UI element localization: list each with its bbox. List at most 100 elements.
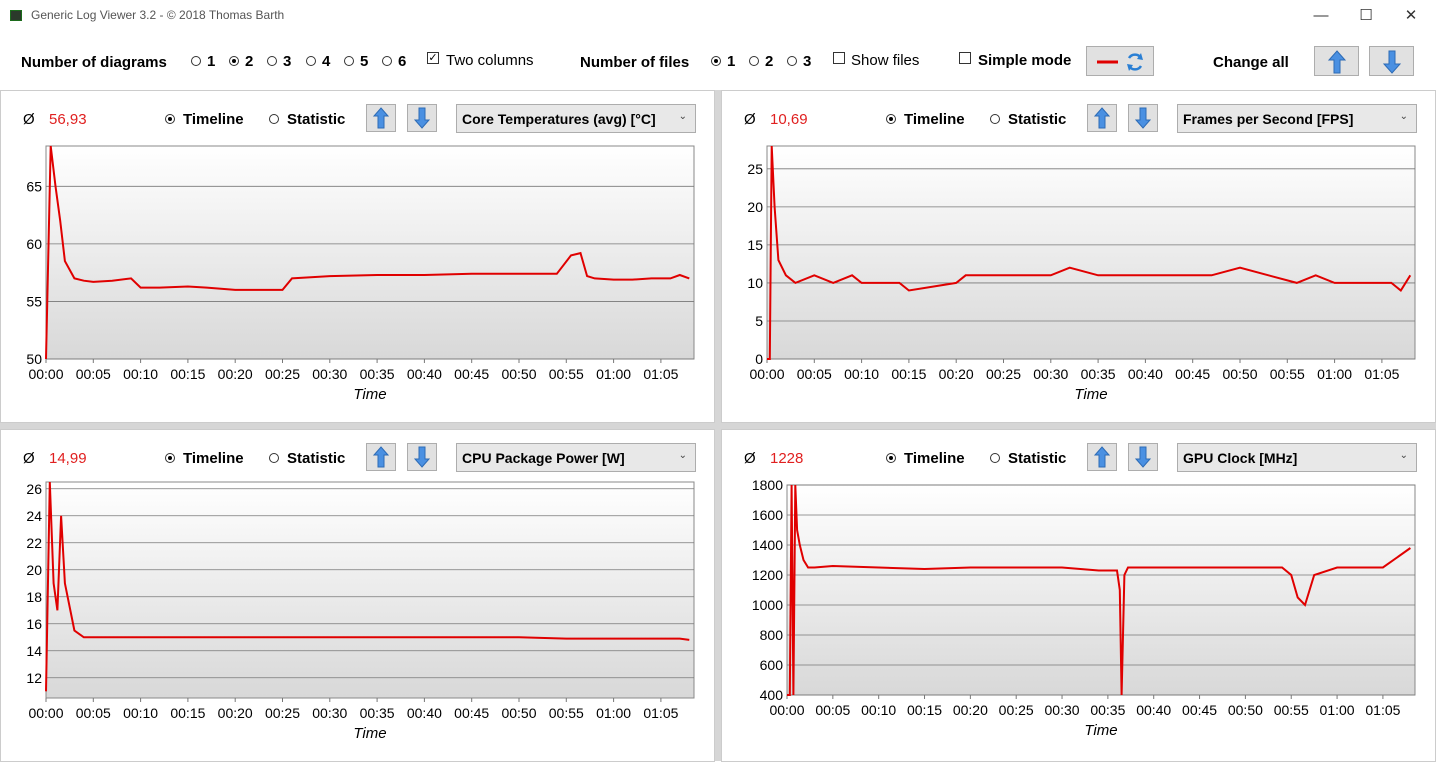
arrow-down-icon — [413, 107, 431, 129]
arrow-up-icon — [1093, 107, 1111, 129]
files-label: Number of files — [580, 54, 690, 71]
average-value: 10,69 — [770, 111, 808, 128]
statistic-radio[interactable] — [990, 114, 1000, 124]
diagrams-option-6: 6 — [398, 53, 407, 70]
y-tick-label: 20 — [747, 199, 763, 215]
change-all-up-button[interactable] — [1314, 46, 1359, 76]
x-tick-label: 00:55 — [549, 366, 584, 382]
diagrams-radio-3[interactable] — [267, 56, 277, 66]
statistic-radio[interactable] — [990, 453, 1000, 463]
chevron-down-icon: ⌄ — [1399, 111, 1408, 122]
x-tick-label: 01:05 — [643, 705, 678, 721]
row-divider[interactable] — [0, 423, 1436, 429]
metric-select[interactable]: Core Temperatures (avg) [°C] ⌄ — [456, 104, 696, 133]
x-tick-label: 00:00 — [749, 366, 784, 382]
x-tick-label: 00:35 — [1081, 366, 1116, 382]
series-line — [767, 145, 1412, 360]
x-tick-label: 00:30 — [1045, 702, 1080, 718]
files-option-1: 1 — [727, 53, 736, 70]
x-tick-label: 01:00 — [1317, 366, 1352, 382]
show-files-checkbox[interactable] — [833, 52, 845, 64]
x-tick-label: 00:35 — [360, 705, 395, 721]
y-tick-label: 26 — [26, 481, 42, 497]
diagrams-radio-4[interactable] — [306, 56, 316, 66]
plot-area — [45, 481, 695, 699]
diagrams-option-5: 5 — [360, 53, 369, 70]
x-tick-label: 00:40 — [407, 705, 442, 721]
diagram-panel-gpu-clock: Ø 1228 Timeline Statistic GPU Clock [MHz] ⌄ 40… — [721, 429, 1436, 762]
x-tick-label: 00:10 — [123, 705, 158, 721]
move-up-button[interactable] — [366, 104, 396, 132]
two-columns-checkbox[interactable]: ✓ — [427, 52, 439, 64]
maximize-button[interactable]: ☐ — [1359, 7, 1373, 24]
y-tick-label: 12 — [26, 670, 42, 686]
timeline-radio[interactable] — [165, 114, 175, 124]
timeline-radio[interactable] — [886, 114, 896, 124]
x-tick-label: 00:00 — [28, 366, 63, 382]
change-all-down-button[interactable] — [1369, 46, 1414, 76]
line-style-button[interactable] — [1086, 46, 1154, 76]
move-down-button[interactable] — [407, 104, 437, 132]
diagrams-option-4: 4 — [322, 53, 331, 70]
chevron-down-icon: ⌄ — [678, 111, 687, 122]
y-tick-label: 600 — [760, 657, 784, 673]
timeline-label: Timeline — [904, 111, 965, 128]
x-tick-label: 00:20 — [218, 366, 253, 382]
timeline-radio[interactable] — [886, 453, 896, 463]
move-up-button[interactable] — [1087, 443, 1117, 471]
x-tick-label: 00:10 — [861, 702, 896, 718]
diagrams-radio-5[interactable] — [344, 56, 354, 66]
statistic-label: Statistic — [287, 450, 346, 467]
statistic-radio[interactable] — [269, 114, 279, 124]
files-radio-1[interactable] — [711, 56, 721, 66]
metric-select[interactable]: CPU Package Power [W] ⌄ — [456, 443, 696, 472]
y-tick-label: 1600 — [752, 507, 783, 523]
change-all-label: Change all — [1213, 54, 1289, 71]
diagrams-radio-2[interactable] — [229, 56, 239, 66]
timeline-label: Timeline — [904, 450, 965, 467]
files-radio-3[interactable] — [787, 56, 797, 66]
arrow-up-icon — [372, 107, 390, 129]
x-tick-label: 00:30 — [312, 366, 347, 382]
minimize-button[interactable]: — — [1313, 7, 1329, 24]
x-tick-label: 00:45 — [1182, 702, 1217, 718]
x-tick-label: 00:15 — [907, 702, 942, 718]
move-down-button[interactable] — [1128, 104, 1158, 132]
metric-select-value: CPU Package Power [W] — [462, 450, 625, 466]
files-radio-2[interactable] — [749, 56, 759, 66]
plot-area — [45, 145, 695, 360]
chart-gpu-clock: 400 600 800 1000 1200 1400 1600 1800 00:00 00:05 0… — [752, 477, 1416, 739]
y-tick-label: 22 — [26, 535, 42, 551]
diagram-panel-core-temperature: Ø 56,93 Timeline Statistic Core Temperatures… — [0, 90, 715, 423]
statistic-radio[interactable] — [269, 453, 279, 463]
move-up-button[interactable] — [366, 443, 396, 471]
x-tick-label: 00:25 — [265, 366, 300, 382]
diagrams-option-1: 1 — [207, 53, 216, 70]
x-tick-label: 00:25 — [986, 366, 1021, 382]
diagram-panel-fps: Ø 10,69 Timeline Statistic Frames per Second… — [721, 90, 1436, 423]
x-tick-label: 01:00 — [596, 366, 631, 382]
app-icon — [10, 10, 22, 21]
metric-select[interactable]: GPU Clock [MHz] ⌄ — [1177, 443, 1417, 472]
diagrams-radio-1[interactable] — [191, 56, 201, 66]
files-option-2: 2 — [765, 53, 774, 70]
x-tick-label: 00:10 — [844, 366, 879, 382]
timeline-radio[interactable] — [165, 453, 175, 463]
diagrams-radio-6[interactable] — [382, 56, 392, 66]
chart-fps: 0 5 10 15 20 25 00:00 00:05 00:10 00:15 00:20 00:25… — [747, 145, 1416, 403]
chevron-down-icon: ⌄ — [1399, 450, 1408, 461]
x-tick-label: 00:10 — [123, 366, 158, 382]
x-tick-label: 00:40 — [407, 366, 442, 382]
plot-area — [766, 145, 1416, 360]
x-tick-label: 00:25 — [999, 702, 1034, 718]
move-up-button[interactable] — [1087, 104, 1117, 132]
close-button[interactable]: ✕ — [1404, 7, 1418, 24]
move-down-button[interactable] — [1128, 443, 1158, 471]
y-tick-label: 5 — [755, 313, 763, 329]
x-tick-label: 00:30 — [1033, 366, 1068, 382]
simple-mode-checkbox[interactable] — [959, 52, 971, 64]
statistic-label: Statistic — [1008, 111, 1067, 128]
metric-select[interactable]: Frames per Second [FPS] ⌄ — [1177, 104, 1417, 133]
move-down-button[interactable] — [407, 443, 437, 471]
x-tick-label: 00:00 — [769, 702, 804, 718]
